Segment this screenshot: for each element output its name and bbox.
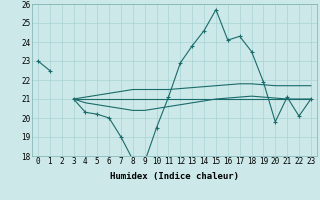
X-axis label: Humidex (Indice chaleur): Humidex (Indice chaleur) (110, 172, 239, 181)
